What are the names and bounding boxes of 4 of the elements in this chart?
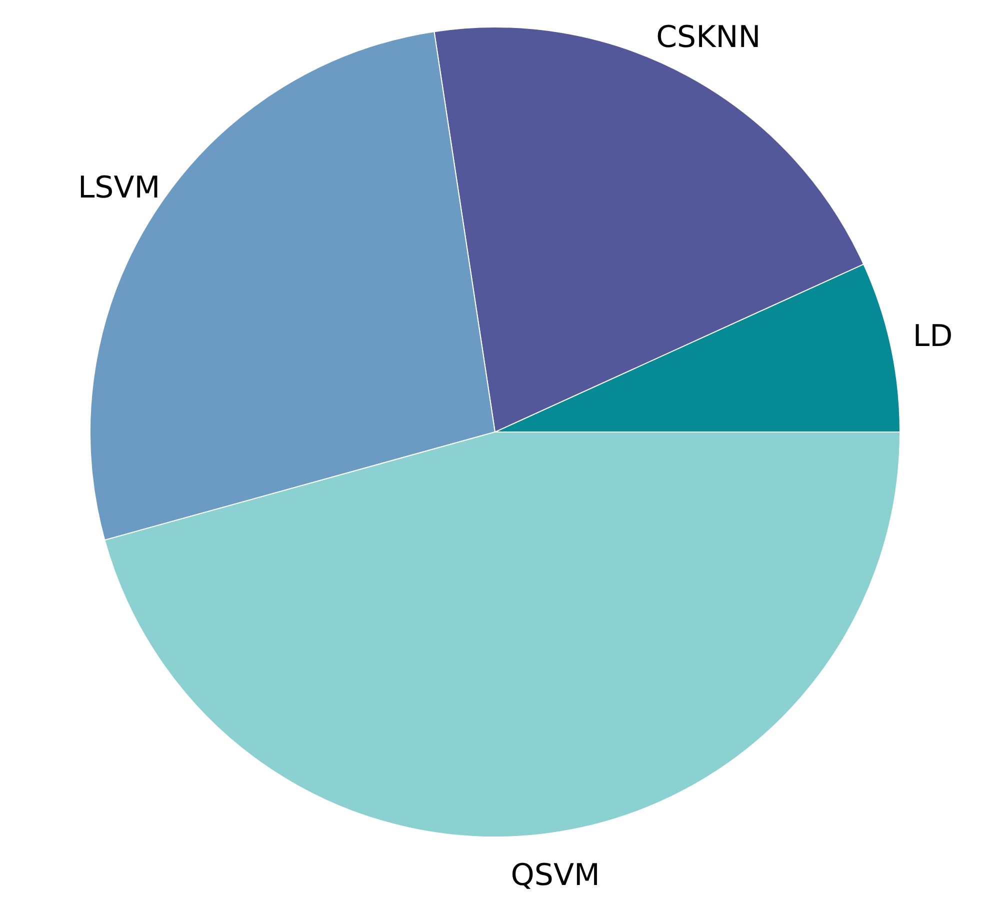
slice-label: CSKNN xyxy=(656,20,761,56)
slice-label: LSVM xyxy=(78,170,160,206)
slice-label: LD xyxy=(912,319,953,354)
slice-label: QSVM xyxy=(510,858,600,893)
